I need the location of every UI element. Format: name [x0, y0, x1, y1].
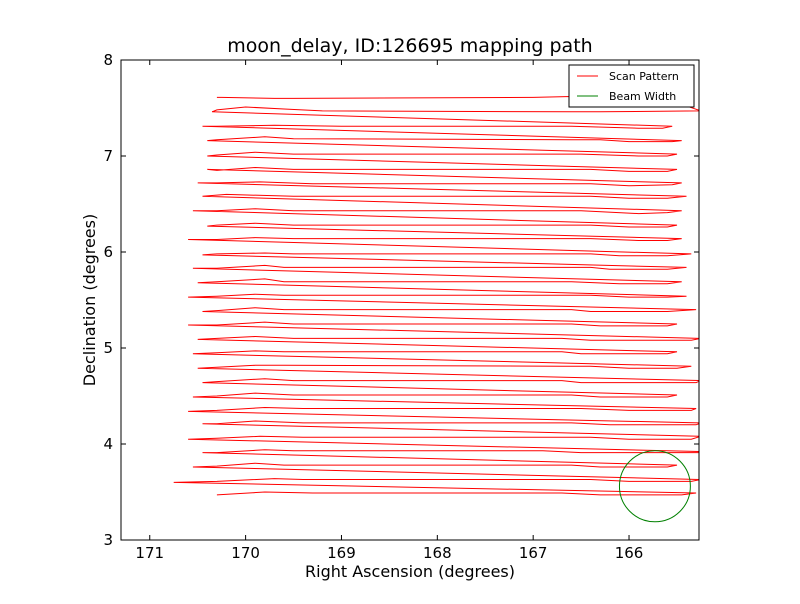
legend-label-scan-pattern: Scan Pattern — [609, 70, 679, 83]
y-tick-label: 4 — [103, 435, 113, 453]
x-tick-label: 169 — [327, 544, 356, 562]
legend-label-beam-width: Beam Width — [609, 90, 676, 103]
x-tick-label: 167 — [519, 544, 548, 562]
x-tick-label: 168 — [423, 544, 452, 562]
x-tick-label: 170 — [231, 544, 260, 562]
y-tick-label: 8 — [103, 51, 113, 69]
scan-pattern-line — [173, 95, 699, 496]
x-axis: 171 170 169 168 167 166 — [135, 60, 643, 562]
y-tick-label: 7 — [103, 147, 113, 165]
axes-frame — [120, 59, 700, 541]
legend: Scan Pattern Beam Width — [568, 64, 695, 108]
x-axis-label: Right Ascension (degrees) — [305, 562, 515, 581]
y-axis: 3 4 5 6 7 8 — [103, 51, 699, 549]
chart-title: moon_delay, ID:126695 mapping path — [227, 35, 592, 57]
x-tick-label: 166 — [615, 544, 644, 562]
y-tick-label: 5 — [103, 339, 113, 357]
plot-area — [173, 95, 699, 523]
legend-box — [568, 64, 695, 108]
beam-width-circle — [618, 450, 691, 523]
y-tick-label: 6 — [103, 243, 113, 261]
y-tick-label: 3 — [103, 531, 113, 549]
x-tick-label: 171 — [135, 544, 164, 562]
y-axis-label: Declination (degrees) — [80, 214, 99, 386]
